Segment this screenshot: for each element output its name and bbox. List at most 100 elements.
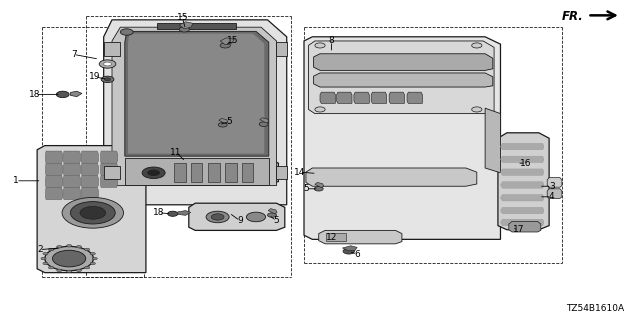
Circle shape (90, 252, 95, 255)
Circle shape (211, 214, 224, 220)
Circle shape (43, 262, 48, 265)
Polygon shape (276, 42, 287, 56)
Polygon shape (112, 27, 276, 186)
Circle shape (70, 202, 115, 224)
Circle shape (147, 170, 160, 176)
Text: 18: 18 (153, 208, 164, 217)
Polygon shape (320, 92, 335, 103)
Polygon shape (63, 163, 81, 175)
Circle shape (220, 43, 230, 48)
Polygon shape (268, 209, 277, 214)
Circle shape (315, 107, 325, 112)
Circle shape (67, 244, 72, 247)
Circle shape (315, 43, 325, 48)
Polygon shape (304, 37, 500, 239)
Polygon shape (162, 163, 179, 179)
Polygon shape (220, 38, 234, 45)
Text: FR.: FR. (562, 10, 584, 23)
Circle shape (49, 266, 54, 269)
Polygon shape (389, 92, 404, 103)
Circle shape (268, 213, 276, 217)
Circle shape (84, 266, 90, 269)
Circle shape (67, 270, 72, 273)
Polygon shape (45, 175, 63, 188)
Polygon shape (354, 92, 369, 103)
Polygon shape (200, 163, 218, 179)
Polygon shape (37, 146, 146, 273)
Polygon shape (314, 73, 493, 87)
Polygon shape (239, 163, 256, 179)
Circle shape (99, 60, 116, 68)
Circle shape (92, 257, 97, 260)
Text: 5: 5 (274, 216, 279, 225)
Polygon shape (45, 188, 63, 200)
Circle shape (80, 206, 106, 219)
Polygon shape (125, 31, 269, 156)
Bar (225, 163, 237, 182)
Polygon shape (128, 34, 264, 154)
Text: 16: 16 (520, 159, 532, 168)
Polygon shape (500, 156, 544, 163)
Text: 9: 9 (237, 216, 243, 225)
Bar (208, 163, 220, 182)
Circle shape (472, 43, 482, 48)
Polygon shape (342, 246, 357, 251)
Polygon shape (547, 189, 562, 198)
Circle shape (84, 248, 90, 251)
Bar (326, 233, 346, 241)
Polygon shape (104, 42, 120, 56)
Circle shape (62, 197, 124, 228)
Circle shape (41, 257, 46, 260)
Circle shape (76, 245, 81, 248)
Polygon shape (260, 118, 269, 123)
Circle shape (142, 167, 165, 179)
Circle shape (168, 211, 178, 216)
Polygon shape (319, 230, 402, 244)
Circle shape (206, 211, 229, 223)
Polygon shape (500, 195, 544, 201)
Polygon shape (308, 41, 494, 114)
Polygon shape (81, 151, 99, 163)
Circle shape (101, 76, 114, 83)
Text: 3: 3 (549, 182, 554, 191)
Polygon shape (157, 23, 236, 29)
Polygon shape (509, 221, 541, 232)
Text: 5: 5 (303, 184, 308, 193)
Text: 1: 1 (13, 176, 19, 185)
Polygon shape (219, 118, 228, 124)
Circle shape (218, 123, 227, 127)
Circle shape (56, 91, 69, 98)
Text: 11: 11 (170, 148, 182, 156)
Polygon shape (485, 108, 500, 173)
Text: 4: 4 (549, 192, 554, 201)
Polygon shape (143, 163, 160, 179)
Polygon shape (178, 211, 191, 215)
Polygon shape (337, 92, 352, 103)
Polygon shape (45, 151, 63, 163)
Polygon shape (125, 158, 269, 185)
Circle shape (104, 78, 111, 81)
Circle shape (57, 245, 62, 248)
Polygon shape (500, 182, 544, 188)
Circle shape (49, 248, 54, 251)
Circle shape (343, 248, 355, 254)
Circle shape (104, 62, 111, 66)
Polygon shape (81, 163, 99, 175)
Polygon shape (181, 163, 198, 179)
Polygon shape (104, 20, 287, 205)
Text: 6: 6 (355, 250, 360, 259)
Polygon shape (500, 219, 544, 226)
Text: 2: 2 (37, 245, 42, 254)
Text: 18: 18 (29, 90, 41, 99)
Polygon shape (81, 175, 99, 188)
Text: 15: 15 (227, 36, 238, 45)
Polygon shape (371, 92, 387, 103)
Polygon shape (276, 166, 287, 179)
Text: 8: 8 (329, 36, 334, 45)
Circle shape (52, 250, 86, 267)
Text: 5: 5 (227, 117, 232, 126)
Circle shape (90, 262, 95, 265)
Polygon shape (104, 166, 120, 179)
Bar (174, 163, 186, 182)
Text: 17: 17 (513, 225, 524, 234)
